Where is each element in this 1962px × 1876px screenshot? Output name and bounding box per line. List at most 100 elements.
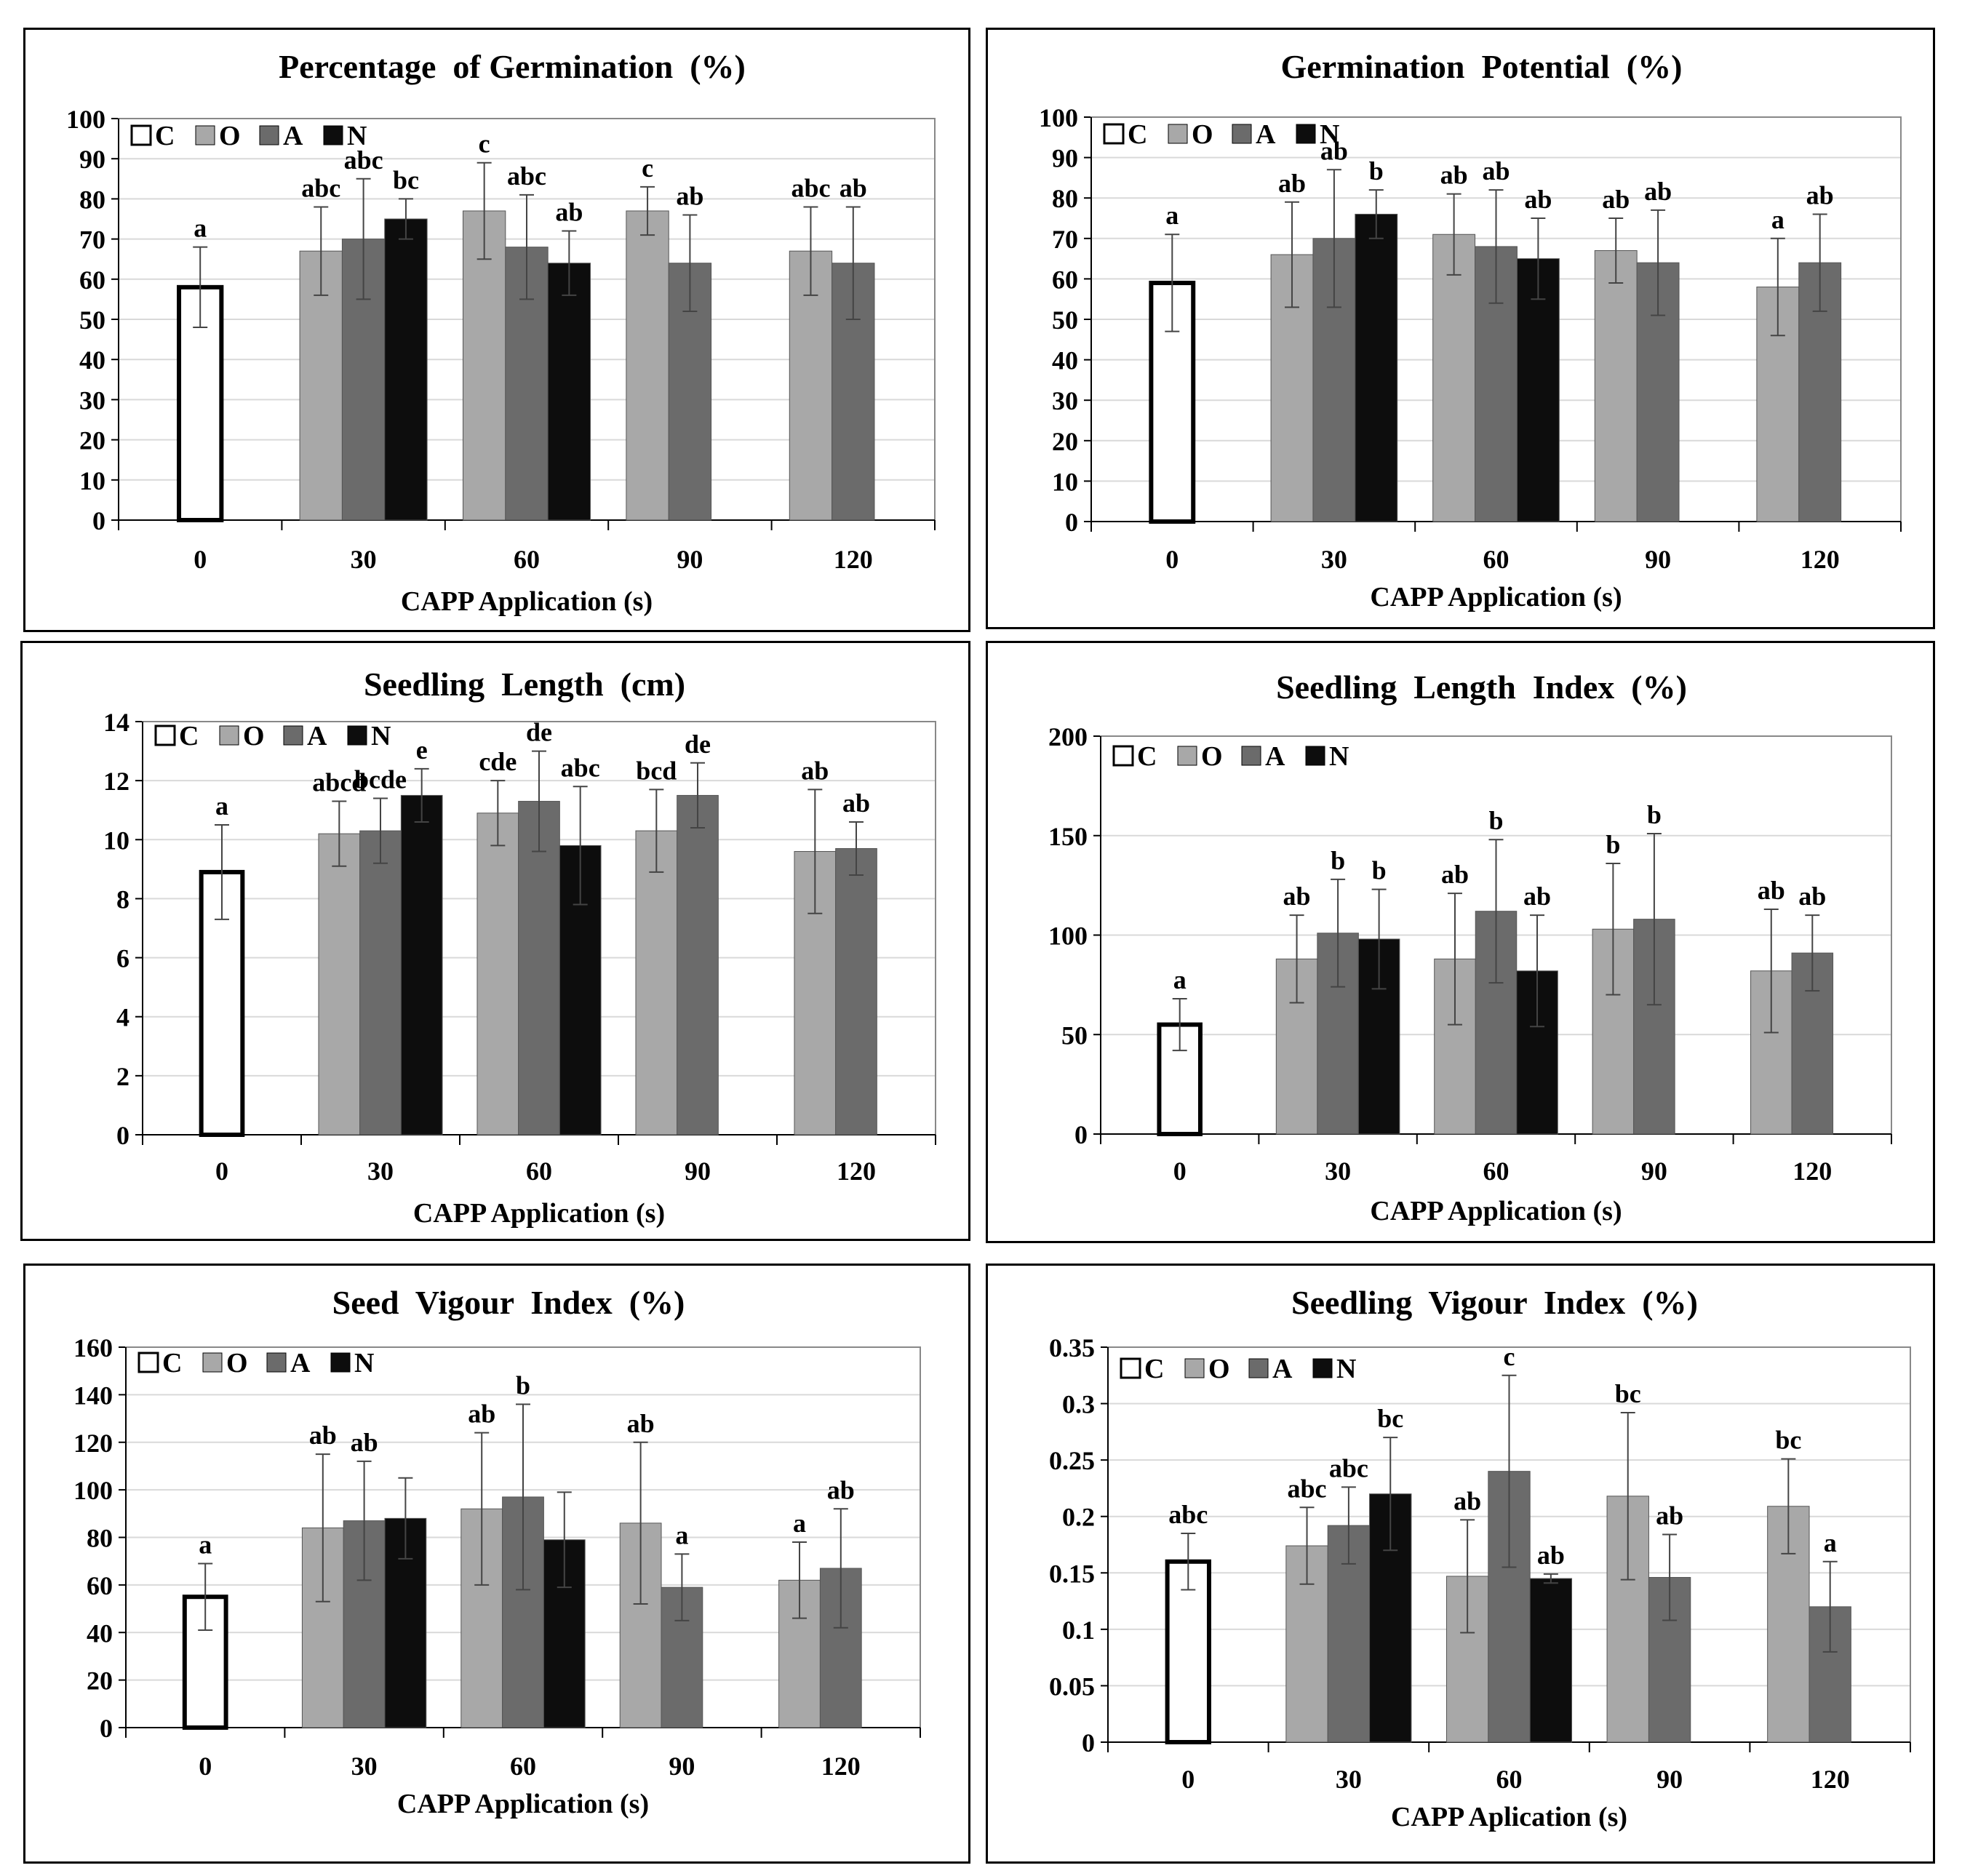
y-tick-label: 50 [1052, 306, 1078, 335]
y-tick-label: 90 [1052, 144, 1078, 173]
y-tick-label: 70 [79, 225, 105, 255]
bar-n [1516, 258, 1560, 522]
legend-label-o: O [243, 721, 265, 751]
legend-swatch-a [1232, 124, 1252, 144]
x-tick-label: 60 [514, 545, 540, 574]
y-tick-label: 100 [1039, 103, 1078, 132]
legend-label-a: A [307, 721, 327, 751]
significance-label: b [1488, 806, 1503, 835]
legend-label-c: C [155, 121, 175, 151]
x-axis-label: CAPP Application (s) [1370, 582, 1622, 612]
bar-n [384, 218, 428, 521]
chart-title: Germination Potential (%) [1281, 48, 1683, 85]
chart-svg: Seed Vigour Index (%) 0 20 40 60 80 100 120 140 1… [73, 1284, 921, 1819]
x-tick-label: 0 [194, 545, 207, 574]
y-tick-label: 40 [1052, 346, 1078, 375]
x-tick-label: 0 [1165, 545, 1179, 574]
x-tick-label: 0 [215, 1157, 228, 1186]
significance-label: bc [393, 165, 419, 194]
legend-swatch-n [1296, 124, 1316, 144]
x-tick-label: 120 [1811, 1765, 1850, 1794]
x-tick-label: 120 [1792, 1157, 1832, 1186]
y-tick-label: 0 [1065, 508, 1078, 537]
bar-o [635, 830, 678, 1135]
significance-label: b [1369, 156, 1384, 185]
chart-panel-germination-potential: Germination Potential (%) 0 10 20 30 40 50 60 70… [986, 28, 1935, 629]
significance-label: ab [309, 1421, 337, 1450]
significance-label: bc [1377, 1404, 1403, 1433]
significance-label: a [1824, 1528, 1837, 1557]
y-tick-label: 50 [1061, 1021, 1088, 1050]
bar-o [462, 210, 506, 521]
legend-label-n: N [1336, 1354, 1356, 1384]
legend-label-n: N [1329, 741, 1349, 772]
significance-label: b [1647, 800, 1662, 829]
y-tick-label: 100 [66, 105, 105, 134]
bar-o [476, 813, 519, 1135]
chart-svg: Seedling Vigour Index (%) 0 0.05 0.1 0.15 0.2… [1049, 1284, 1911, 1832]
legend-swatch-o [202, 1352, 223, 1373]
legend-label-a: A [1256, 119, 1276, 150]
chart-panel-seedling-length: Seedling Length (cm) 0 2 4 6 8 10 12 14 0 30 60 90 12… [20, 641, 970, 1241]
x-tick-label: 60 [1483, 545, 1510, 574]
significance-label: abc [1168, 1500, 1208, 1529]
x-tick-label: 30 [1325, 1157, 1351, 1186]
significance-label: abcd [312, 768, 366, 797]
significance-label: ab [1482, 156, 1510, 185]
y-tick-label: 140 [73, 1381, 113, 1410]
legend-swatch-a [259, 125, 279, 145]
chart-panel-seed-vigour-index: Seed Vigour Index (%) 0 20 40 60 80 100 120 140 1… [23, 1264, 970, 1864]
significance-label: abc [561, 753, 600, 782]
significance-label: ab [627, 1409, 655, 1438]
significance-label: ab [1602, 185, 1630, 214]
x-tick-label: 30 [351, 545, 377, 574]
legend-swatch-a [283, 725, 303, 746]
legend-label-c: C [1144, 1354, 1164, 1384]
legend-label-o: O [1201, 741, 1223, 772]
bar-a [835, 847, 877, 1135]
legend-label-c: C [1137, 741, 1157, 772]
y-tick-label: 10 [1052, 467, 1078, 496]
x-tick-label: 120 [821, 1752, 861, 1781]
significance-label: de [526, 718, 552, 747]
y-tick-label: 60 [1052, 265, 1078, 294]
legend-label-a: A [290, 1348, 311, 1378]
significance-label: a [1771, 205, 1784, 234]
y-tick-label: 40 [79, 346, 105, 375]
chart-svg: Seedling Length (cm) 0 2 4 6 8 10 12 14 0 30 60 90 12… [103, 666, 936, 1229]
bar-a [518, 801, 560, 1135]
legend-swatch-o [219, 725, 239, 746]
bar-n [1355, 213, 1398, 522]
x-tick-label: 60 [1496, 1765, 1523, 1794]
x-tick-label: 30 [351, 1752, 378, 1781]
chart-title: Seedling Length Index (%) [1276, 668, 1687, 706]
legend-swatch-c [154, 725, 176, 746]
significance-label: abc [791, 173, 830, 202]
legend-swatch-c [1103, 123, 1125, 145]
legend-swatch-o [1168, 124, 1188, 144]
y-tick-label: 80 [1052, 184, 1078, 213]
significance-label: ab [801, 756, 829, 785]
significance-label: a [194, 214, 207, 243]
chart-title: Seedling Length (cm) [364, 666, 685, 703]
significance-label: ab [1441, 860, 1469, 889]
legend-label-n: N [354, 1348, 374, 1378]
significance-label: abc [507, 161, 546, 191]
significance-label: abc [1329, 1453, 1368, 1482]
x-tick-label: 90 [1656, 1765, 1683, 1794]
significance-label: ab [1798, 882, 1826, 911]
significance-label: ab [1758, 876, 1785, 905]
legend-label-o: O [219, 121, 241, 151]
bar-o [1594, 250, 1638, 522]
y-tick-label: 30 [1052, 386, 1078, 415]
y-tick-label: 100 [73, 1476, 113, 1505]
y-tick-label: 0 [116, 1121, 129, 1150]
significance-label: bc [1615, 1379, 1641, 1408]
significance-label: ab [676, 181, 703, 210]
significance-label: ab [1278, 169, 1306, 198]
y-tick-label: 0 [1074, 1120, 1088, 1149]
significance-label: ab [1806, 180, 1834, 209]
significance-label: ab [1453, 1486, 1481, 1515]
y-tick-label: 0.15 [1049, 1559, 1095, 1588]
x-axis-label: CAPP Application (s) [397, 1789, 649, 1819]
